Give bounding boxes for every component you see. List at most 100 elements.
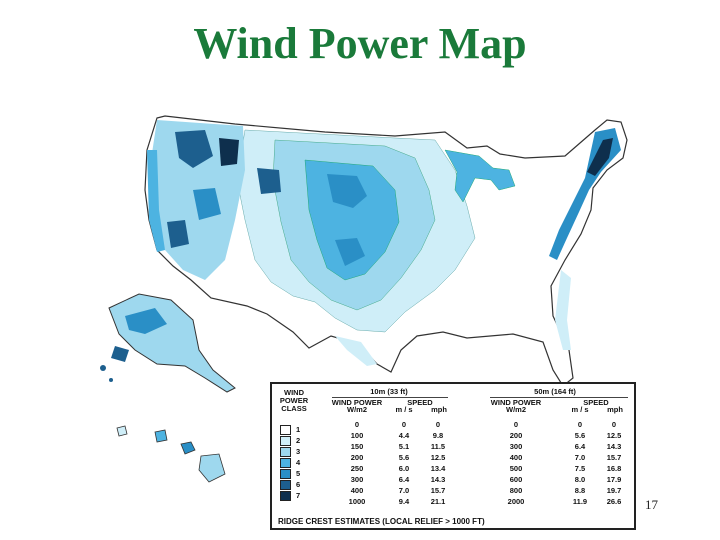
speed-ms-50m-value: 8.0: [574, 475, 586, 484]
wind-power-legend: WIND POWER CLASS 10m (33 ft) 50m (164 ft…: [270, 382, 636, 530]
speed-ms-10m-value: 7.0: [398, 486, 410, 495]
east-coast: [555, 270, 571, 350]
class5-patch: [335, 238, 365, 266]
wm2-header-10m: W/m2: [346, 405, 367, 414]
speed-ms-10m-value: 9.4: [398, 497, 410, 506]
appalachian-core: [587, 138, 613, 176]
speed-mph-10m-value: 9.8: [432, 431, 444, 440]
wm2-header-50m: W/m2: [505, 405, 526, 414]
class6-patch: [175, 130, 213, 168]
class-swatch-5: [280, 469, 291, 479]
class-swatch-2: [280, 436, 291, 446]
speed-mph-50m-value: 14.3: [606, 442, 622, 451]
speed-ms-10m-value: 6.4: [398, 475, 410, 484]
class7-patch: [219, 138, 239, 166]
hawaii-island: [198, 453, 226, 483]
west-coast: [147, 150, 165, 252]
class-swatch-1: [280, 425, 291, 435]
wind-power-50m-value: 600: [509, 475, 523, 484]
class4-region: [304, 159, 400, 281]
ms-header-50m: m / s: [571, 405, 589, 414]
speed-mph-10m-value: 15.7: [430, 486, 446, 495]
speed-ms-50m-value: 7.0: [574, 453, 586, 462]
wind-power-50m-value: 800: [509, 486, 523, 495]
class-number: 2: [296, 436, 301, 445]
wind-power-map: [100, 115, 628, 483]
power-header-50m: WIND POWER: [490, 398, 542, 407]
speed-mph-10m-value: 11.5: [430, 442, 446, 451]
header-rule-50m: [490, 397, 628, 398]
ms-header-10m: m / s: [395, 405, 413, 414]
wind-power-50m-value: 0: [513, 420, 519, 429]
speed-mph-10m-value: 0: [435, 420, 441, 429]
mph-header-10m: mph: [431, 405, 447, 414]
hawaii-island: [116, 425, 128, 437]
wind-power-10m-value: 200: [350, 453, 364, 462]
class-swatch-3: [280, 447, 291, 457]
wind-power-50m-value: 500: [509, 464, 523, 473]
speed-mph-50m-value: 12.5: [606, 431, 622, 440]
speed-ms-50m-value: 0: [577, 420, 583, 429]
hawaii-island: [154, 429, 168, 443]
speed-mph-50m-value: 0: [611, 420, 617, 429]
great-lakes: [444, 149, 516, 203]
class-number: 4: [296, 458, 301, 467]
gulf-coast: [335, 336, 377, 366]
alaska-ridges: [125, 308, 167, 334]
speed-mph-10m-value: 12.5: [430, 453, 446, 462]
mph-header-50m: mph: [607, 405, 623, 414]
hawaii-island: [180, 441, 196, 455]
speed-ms-50m-value: 11.9: [572, 497, 588, 506]
class-number: 3: [296, 447, 301, 456]
speed-ms-10m-value: 6.0: [398, 464, 410, 473]
speed-mph-10m-value: 13.4: [430, 464, 446, 473]
group-50m-header: 50m (164 ft): [534, 387, 576, 396]
speed-mph-10m-value: 14.3: [430, 475, 446, 484]
wind-power-50m-value: 2000: [507, 497, 525, 506]
wind-power-10m-value: 400: [350, 486, 364, 495]
alaska: [108, 293, 236, 393]
class-swatch-4: [280, 458, 291, 468]
speed-ms-10m-value: 4.4: [398, 431, 410, 440]
wind-power-10m-value: 1000: [348, 497, 366, 506]
wind-power-10m-value: 100: [350, 431, 364, 440]
class5-patch: [327, 174, 367, 208]
speed-ms-50m-value: 6.4: [574, 442, 586, 451]
class-number: 6: [296, 480, 301, 489]
island: [109, 378, 113, 382]
group-10m-header: 10m (33 ft): [370, 387, 408, 396]
speed-mph-50m-value: 17.9: [606, 475, 622, 484]
class6-patch: [257, 168, 281, 194]
alaska-coast: [111, 346, 129, 362]
header-rule-10m: [332, 397, 448, 398]
speed-ms-50m-value: 8.8: [574, 486, 586, 495]
speed-ms-50m-value: 7.5: [574, 464, 586, 473]
speed-header-50m: SPEED: [583, 398, 609, 407]
class6-patch: [167, 220, 189, 248]
class5-patch: [193, 188, 221, 220]
speed-mph-50m-value: 19.7: [606, 486, 622, 495]
page-title: Wind Power Map: [193, 19, 527, 68]
ridge-crest-note: RIDGE CREST ESTIMATES (LOCAL RELIEF > 10…: [278, 517, 485, 526]
wind-power-10m-value: 300: [350, 475, 364, 484]
speed-ms-10m-value: 5.1: [398, 442, 410, 451]
class-swatch-7: [280, 491, 291, 501]
speed-mph-50m-value: 15.7: [606, 453, 622, 462]
wind-power-10m-value: 150: [350, 442, 364, 451]
wind-power-50m-value: 400: [509, 453, 523, 462]
speed-mph-50m-value: 16.8: [606, 464, 622, 473]
wind-power-10m-value: 0: [354, 420, 360, 429]
speed-ms-10m-value: 5.6: [398, 453, 410, 462]
class-swatch-6: [280, 480, 291, 490]
wind-power-50m-value: 200: [509, 431, 523, 440]
speed-ms-50m-value: 5.6: [574, 431, 586, 440]
speed-header-10m: SPEED: [407, 398, 433, 407]
page-number: 17: [645, 497, 658, 512]
speed-mph-10m-value: 21.1: [430, 497, 446, 506]
wind-power-10m-value: 250: [350, 464, 364, 473]
class-number: 7: [296, 491, 301, 500]
class-header: WIND POWER CLASS: [279, 388, 309, 413]
speed-ms-10m-value: 0: [401, 420, 407, 429]
class-number: 1: [296, 425, 301, 434]
wind-power-50m-value: 300: [509, 442, 523, 451]
